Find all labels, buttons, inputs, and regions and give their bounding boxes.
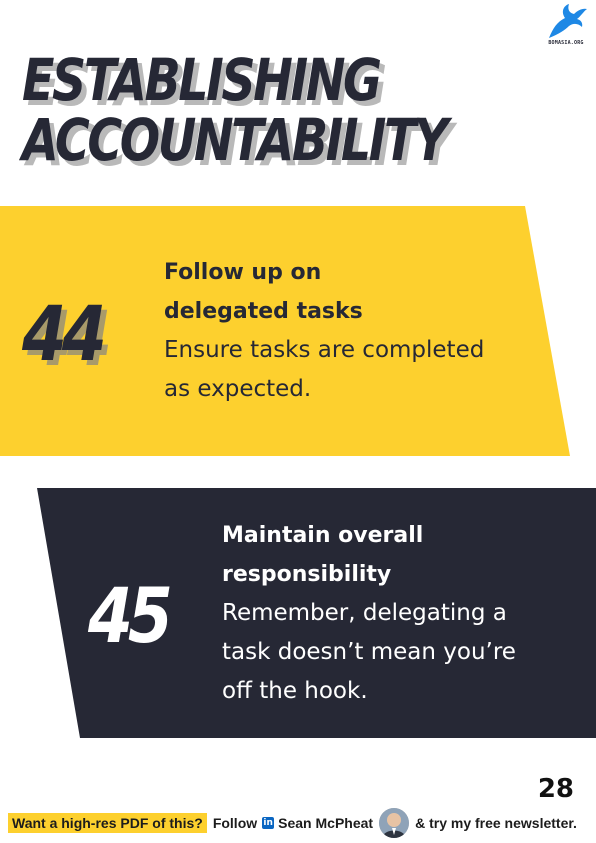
item-44-number: 44 bbox=[22, 289, 107, 378]
item-45-desc-line-1: Remember, delegating a bbox=[222, 600, 507, 626]
item-45-band bbox=[37, 488, 596, 738]
footer-cta: Want a high-res PDF of this? Follow in S… bbox=[8, 808, 577, 838]
newsletter-text[interactable]: & try my free newsletter. bbox=[415, 815, 577, 831]
bomasia-logo: BOMASIA.ORG bbox=[535, 2, 596, 54]
follow-text: Follow bbox=[212, 815, 258, 831]
logo-text: BOMASIA.ORG bbox=[548, 40, 584, 46]
item-45-desc-line-2: task doesn’t mean you’re bbox=[222, 639, 516, 665]
author-name[interactable]: Sean McPheat bbox=[278, 815, 374, 831]
item-45-number: 45 bbox=[88, 571, 173, 660]
item-45-desc-line-3: off the hook. bbox=[222, 678, 368, 704]
item-44-title-line-2: delegated tasks bbox=[164, 299, 363, 324]
item-44-desc-line-1: Ensure tasks are completed bbox=[164, 337, 485, 363]
item-45-text: Maintain overall responsibility Remember… bbox=[222, 516, 582, 711]
page-title: ESTABLISHING ACCOUNTABILITY bbox=[22, 50, 539, 170]
page-number: 28 bbox=[537, 774, 574, 804]
avatar bbox=[379, 808, 410, 838]
item-44-band bbox=[0, 206, 570, 456]
item-45-title-line-2: responsibility bbox=[222, 562, 392, 587]
linkedin-icon[interactable]: in bbox=[262, 817, 275, 829]
bird-logo-icon bbox=[549, 4, 587, 38]
title-line-2: ACCOUNTABILITY bbox=[22, 106, 448, 174]
item-44-title-line-1: Follow up on bbox=[164, 260, 322, 285]
item-44-desc-line-2: as expected. bbox=[164, 376, 312, 402]
pdf-cta-highlight[interactable]: Want a high-res PDF of this? bbox=[8, 813, 207, 833]
item-45-title-line-1: Maintain overall bbox=[222, 523, 424, 548]
title-line-1: ESTABLISHING bbox=[22, 46, 382, 114]
item-44-text: Follow up on delegated tasks Ensure task… bbox=[164, 253, 544, 409]
